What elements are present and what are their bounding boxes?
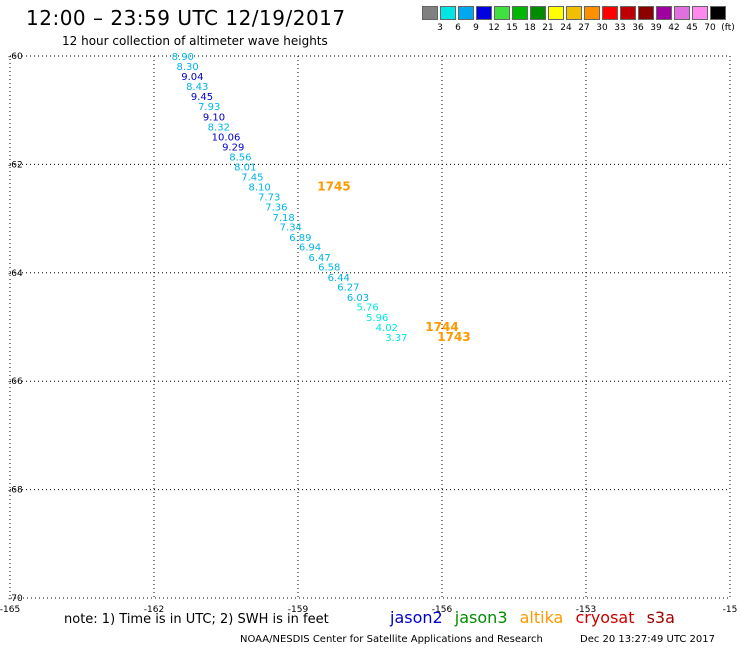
x-tick-label: -162 — [144, 605, 164, 615]
x-tick-label: -153 — [576, 605, 596, 615]
wave-height-label: 5.96 — [366, 313, 388, 324]
color-scale-label: 36 — [632, 23, 644, 33]
color-scale-label: 30 — [596, 23, 608, 33]
color-scale-swatch — [584, 6, 600, 20]
legend-jason3: jason3 — [454, 608, 508, 627]
wave-height-label: 8.56 — [229, 153, 251, 164]
wave-height-label: 6.58 — [318, 263, 340, 274]
wave-height-label: 7.45 — [241, 173, 263, 184]
color-scale-label: (ft) — [721, 23, 735, 33]
color-scale-swatch — [530, 6, 546, 20]
wave-height-label: 8.32 — [208, 122, 230, 133]
wave-height-label: 6.94 — [299, 243, 321, 254]
color-scale-swatch — [422, 6, 438, 20]
pass-time-label: 1745 — [317, 179, 350, 193]
y-tick-label: -64 — [8, 269, 23, 279]
legend-jason2: jason2 — [390, 608, 443, 627]
color-scale-label: 45 — [686, 23, 698, 33]
color-scale-label: 3 — [437, 23, 443, 33]
wave-height-label: 7.36 — [265, 202, 287, 213]
wave-height-label: 6.03 — [347, 293, 369, 304]
color-scale-swatch — [458, 6, 474, 20]
plot-frame — [9, 55, 731, 599]
legend-cryosat: cryosat — [575, 608, 635, 627]
color-scale-swatch — [476, 6, 492, 20]
color-scale-swatch — [512, 6, 528, 20]
color-scale-swatch — [656, 6, 672, 20]
wave-height-label: 7.73 — [258, 193, 280, 204]
color-scale-label: 18 — [524, 23, 536, 33]
x-tick-label: -159 — [288, 605, 309, 615]
color-scale-label: 6 — [455, 23, 461, 33]
x-tick-label: -165 — [0, 605, 20, 615]
y-tick-label: -70 — [8, 594, 23, 604]
wave-height-label: 7.34 — [280, 223, 302, 234]
page-subtitle: 12 hour collection of altimeter wave hei… — [62, 34, 328, 48]
wave-height-label: 9.04 — [181, 72, 203, 83]
units-note: note: 1) Time is in UTC; 2) SWH is in fe… — [64, 612, 329, 627]
color-scale-swatch — [710, 6, 726, 20]
color-scale-swatch — [548, 6, 564, 20]
y-tick-label: -62 — [8, 160, 23, 170]
wave-height-label: 7.93 — [198, 102, 220, 113]
pass-time-label: 1743 — [437, 330, 470, 344]
wave-height-label: 6.27 — [337, 283, 359, 294]
wave-height-label: 3.37 — [385, 333, 407, 344]
legend-altika: altika — [519, 608, 564, 627]
color-scale-swatch — [440, 6, 456, 20]
generation-timestamp: Dec 20 13:27:49 UTC 2017 — [580, 634, 715, 645]
y-tick-label: -60 — [8, 52, 23, 62]
y-tick-label: -66 — [8, 377, 23, 387]
color-scale-swatch — [494, 6, 510, 20]
color-scale-label: 24 — [560, 23, 572, 33]
legend-s3a: s3a — [646, 608, 675, 627]
wave-height-label: 6.47 — [308, 253, 330, 264]
color-scale-label: 33 — [614, 23, 626, 33]
color-scale-label: 70 — [704, 23, 716, 33]
wave-height-label: 7.18 — [272, 213, 294, 224]
color-scale-label: 39 — [650, 23, 662, 33]
color-scale-label: 15 — [506, 23, 518, 33]
color-scale-label: 21 — [542, 23, 554, 33]
satellite-legend: jason2 jason3 altika cryosat s3a — [390, 608, 682, 627]
color-scale-swatch — [674, 6, 690, 20]
y-tick-label: -68 — [8, 486, 23, 496]
x-tick-label: -156 — [432, 605, 453, 615]
wave-height-label: 9.29 — [222, 142, 244, 153]
color-scale-swatch — [602, 6, 618, 20]
color-scale-swatch — [620, 6, 636, 20]
color-scale-swatch — [692, 6, 708, 20]
color-scale-label: 27 — [578, 23, 590, 33]
wave-height-label: 4.02 — [376, 323, 398, 334]
color-scale-swatch — [566, 6, 582, 20]
wave-height-label: 8.10 — [248, 182, 270, 193]
wave-height-label: 10.06 — [212, 133, 241, 144]
wave-height-label: 8.90 — [172, 52, 194, 63]
wave-height-label: 9.10 — [203, 112, 225, 123]
wave-height-label: 8.30 — [176, 62, 198, 73]
credit-line: NOAA/NESDIS Center for Satellite Applica… — [240, 634, 543, 645]
color-scale-swatch — [638, 6, 654, 20]
wave-height-label: 8.43 — [186, 82, 208, 93]
page-title: 12:00 – 23:59 UTC 12/19/2017 — [26, 6, 346, 30]
wave-height-label: 5.76 — [356, 303, 378, 314]
wave-height-label: 9.45 — [191, 92, 213, 103]
pass-time-label: 1744 — [425, 320, 458, 334]
wave-height-label: 6.89 — [289, 233, 311, 244]
color-scale-label: 9 — [473, 23, 479, 33]
color-scale-label: 12 — [488, 23, 500, 33]
color-scale-label: 42 — [668, 23, 680, 33]
x-tick-label: -15 — [723, 605, 738, 615]
wave-height-label: 6.44 — [328, 273, 350, 284]
wave-height-label: 8.01 — [234, 162, 256, 173]
